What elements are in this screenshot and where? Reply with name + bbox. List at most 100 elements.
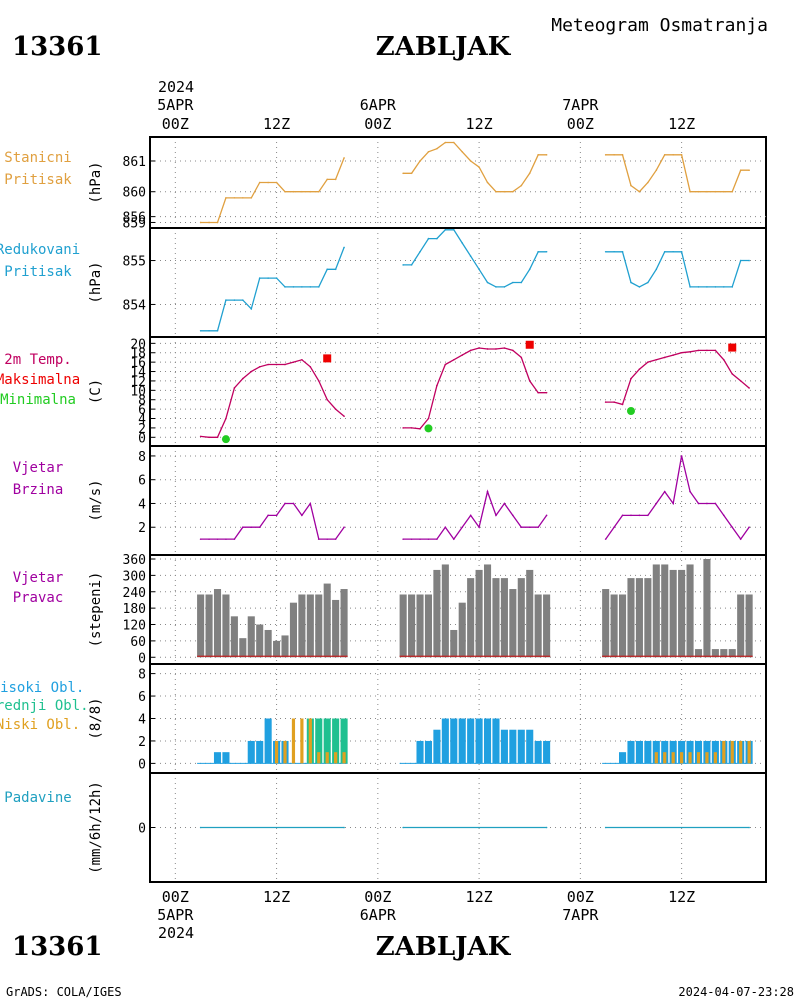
series-line	[200, 501, 345, 540]
data-point	[528, 268, 531, 271]
data-point	[225, 197, 227, 199]
y-axis-label: (m/s)	[88, 479, 104, 521]
data-point	[647, 181, 649, 184]
data-point	[267, 181, 269, 184]
data-point	[495, 190, 497, 193]
wind-direction-bar	[441, 564, 449, 658]
y-tick-label: 360	[123, 553, 146, 568]
time-label-top: 12Z	[263, 115, 290, 133]
data-point	[478, 526, 480, 529]
data-point	[680, 154, 683, 156]
data-point	[478, 268, 480, 271]
high-cloud-bar	[644, 740, 652, 764]
variable-label: Redukovani	[0, 242, 80, 258]
low-cloud-bar	[283, 740, 287, 764]
wind-direction-bar	[273, 640, 281, 658]
data-point	[242, 377, 244, 380]
series-line	[403, 347, 547, 430]
data-point	[638, 368, 641, 370]
data-point	[706, 349, 708, 352]
data-point	[537, 250, 539, 253]
data-point	[292, 361, 295, 363]
y-tick-label: 12	[130, 375, 146, 390]
data-point	[275, 514, 278, 517]
y-tick-label: 854	[123, 298, 147, 313]
wind-direction-bar	[686, 564, 694, 658]
day-label-top: 7APR	[562, 96, 599, 114]
y-tick-label: 855	[123, 255, 146, 270]
series-line	[605, 455, 750, 541]
data-point	[419, 160, 421, 162]
data-point	[334, 538, 337, 540]
data-point	[520, 356, 523, 359]
data-point	[436, 147, 438, 150]
data-point	[444, 141, 447, 144]
data-point	[275, 277, 278, 279]
data-point	[410, 427, 413, 429]
data-point	[452, 229, 455, 231]
wind-direction-bar	[289, 602, 297, 658]
station-name-bottom: ZABLJAK	[376, 932, 512, 962]
data-point	[326, 178, 329, 181]
y-tick-label: 8	[138, 394, 146, 409]
wind-direction-bar	[610, 594, 618, 658]
data-point	[444, 363, 447, 366]
data-point	[334, 408, 337, 410]
low-cloud-bar	[654, 752, 658, 764]
wind-direction-bar	[500, 578, 508, 658]
data-point	[343, 157, 345, 159]
y-tick-label: 8	[138, 450, 146, 465]
data-point	[545, 391, 548, 394]
low-cloud-bar	[291, 718, 296, 764]
data-point	[284, 502, 286, 505]
high-cloud-bar	[517, 729, 525, 764]
wind-direction-bar	[534, 594, 542, 658]
wind-direction-bar	[711, 649, 719, 658]
data-point	[680, 455, 683, 457]
wind-direction-bar	[703, 559, 711, 658]
wind-direction-bar	[619, 594, 627, 658]
y-tick-label: 6	[138, 690, 146, 705]
data-point	[419, 428, 421, 430]
data-point	[697, 502, 700, 505]
data-point	[723, 514, 725, 517]
data-point	[292, 286, 295, 288]
data-point	[672, 250, 674, 253]
data-point	[495, 514, 497, 517]
low-cloud-bar	[663, 752, 667, 764]
high-cloud-bar	[433, 729, 441, 764]
day-label-top: 6APR	[360, 96, 397, 114]
data-point	[258, 181, 261, 184]
data-point	[604, 250, 607, 253]
data-point	[242, 526, 244, 529]
high-cloud-bar	[222, 752, 230, 764]
data-point	[334, 268, 337, 271]
y-tick-label: 120	[123, 619, 146, 634]
data-point	[680, 351, 683, 354]
data-point	[250, 197, 253, 199]
wind-direction-bar	[256, 624, 264, 658]
data-point	[436, 538, 438, 540]
time-label-top: 12Z	[668, 115, 695, 133]
y-tick-label: 10	[130, 384, 146, 399]
wind-direction-bar	[197, 594, 205, 658]
data-point	[469, 255, 472, 257]
data-point	[402, 172, 404, 175]
data-point	[486, 348, 489, 350]
data-point	[267, 363, 269, 366]
panel-frame	[149, 772, 767, 883]
data-point	[503, 286, 506, 288]
data-point	[402, 264, 404, 266]
wind-direction-bar	[543, 594, 551, 658]
data-point	[604, 826, 607, 829]
wind-direction-bar	[669, 569, 677, 658]
high-cloud-bar	[441, 718, 449, 764]
year-label-bottom: 2024	[158, 924, 194, 942]
footer-timestamp: 2024-04-07-23:28	[678, 985, 794, 999]
y-tick-label: 16	[130, 356, 146, 371]
data-point	[469, 160, 472, 162]
data-point	[604, 538, 607, 540]
data-point	[258, 366, 261, 368]
y-tick-label: 0	[138, 431, 146, 446]
data-point	[301, 190, 303, 193]
